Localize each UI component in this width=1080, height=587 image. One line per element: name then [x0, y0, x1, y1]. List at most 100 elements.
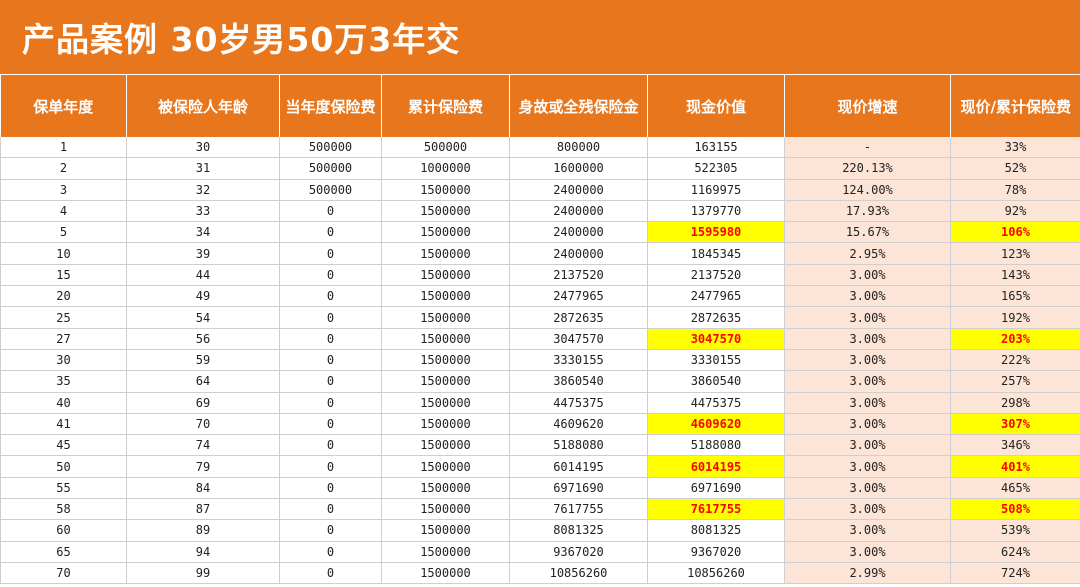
death-benefit-cell: 3330155 — [509, 349, 648, 372]
growth-cell: 220.13% — [784, 157, 951, 180]
ratio-cell: 298% — [950, 392, 1080, 414]
cash-value-cell: 10856260 — [647, 562, 785, 585]
insured-age-cell: 94 — [126, 541, 280, 563]
ratio-cell: 222% — [950, 349, 1080, 372]
table-row: 60 89 0 1500000 8081325 8081325 3.00% 539% — [0, 519, 1080, 542]
policy-year-cell: 3 — [0, 179, 127, 201]
growth-cell: 3.00% — [784, 413, 951, 436]
header-cash-value-growth: 现价增速 — [784, 74, 951, 137]
cumulative-premium-cell: 1500000 — [381, 349, 510, 372]
growth-cell: 3.00% — [784, 306, 951, 329]
death-benefit-cell: 3047570 — [509, 328, 648, 350]
ratio-cell: 192% — [950, 306, 1080, 329]
death-benefit-cell: 4475375 — [509, 392, 648, 414]
growth-cell: 15.67% — [784, 221, 951, 244]
growth-cell: 3.00% — [784, 455, 951, 478]
cash-value-cell: 8081325 — [647, 519, 785, 542]
death-benefit-cell: 2477965 — [509, 285, 648, 308]
table-body: 1 30 500000 500000 800000 163155-33% 2 31 500000… — [0, 137, 1080, 585]
growth-cell: - — [784, 137, 951, 159]
cumulative-premium-cell: 1500000 — [381, 328, 510, 350]
insured-age-cell: 99 — [126, 562, 280, 585]
annual-premium-cell: 0 — [279, 242, 382, 265]
table-row: 10 39 0 1500000 2400000 1845345 2.95% 123% — [0, 242, 1080, 265]
table-row: 45 74 0 1500000 5188080 5188080 3.00% 346% — [0, 434, 1080, 457]
cash-value-cell: 1845345 — [647, 242, 785, 265]
table-row: 25 54 0 1500000 2872635 2872635 3.00% 192% — [0, 306, 1080, 329]
policy-year-cell: 41 — [0, 413, 127, 436]
policy-year-cell: 35 — [0, 370, 127, 393]
death-benefit-cell: 2400000 — [509, 221, 648, 244]
policy-year-cell: 30 — [0, 349, 127, 372]
table-row: 40 69 0 1500000 4475375 4475375 3.00% 298% — [0, 392, 1080, 414]
cumulative-premium-cell: 1500000 — [381, 519, 510, 542]
death-benefit-cell: 2400000 — [509, 179, 648, 201]
death-benefit-cell: 2872635 — [509, 306, 648, 329]
death-benefit-cell: 2137520 — [509, 264, 648, 287]
policy-year-cell: 40 — [0, 392, 127, 414]
insured-age-cell: 69 — [126, 392, 280, 414]
page-title: 产品案例 30岁男50万3年交 — [22, 20, 461, 59]
cumulative-premium-cell: 1500000 — [381, 477, 510, 500]
cash-value-cell: 1169975 — [647, 179, 785, 201]
ratio-cell: 78% — [950, 179, 1080, 201]
cumulative-premium-cell: 1000000 — [381, 157, 510, 180]
insured-age-cell: 30 — [126, 137, 280, 159]
insured-age-cell: 79 — [126, 455, 280, 478]
ratio-cell: 106% — [950, 221, 1080, 244]
table-header: 保单年度 被保险人年龄 当年度保险费 累计保险费 身故或全残保险金 现金价值 现… — [0, 74, 1080, 137]
header-cumulative-premium: 累计保险费 — [381, 74, 510, 137]
annual-premium-cell: 0 — [279, 498, 382, 521]
death-benefit-cell: 10856260 — [509, 562, 648, 585]
table-row: 4 33 0 1500000 2400000 1379770 17.93% 92% — [0, 200, 1080, 223]
cumulative-premium-cell: 1500000 — [381, 434, 510, 457]
ratio-cell: 346% — [950, 434, 1080, 457]
death-benefit-cell: 1600000 — [509, 157, 648, 180]
growth-cell: 3.00% — [784, 498, 951, 521]
insured-age-cell: 89 — [126, 519, 280, 542]
death-benefit-cell: 4609620 — [509, 413, 648, 436]
insured-age-cell: 44 — [126, 264, 280, 287]
table-row: 55 84 0 1500000 6971690 6971690 3.00% 465% — [0, 477, 1080, 500]
cash-value-cell: 1379770 — [647, 200, 785, 223]
table-row: 20 49 0 1500000 2477965 2477965 3.00% 165% — [0, 285, 1080, 308]
table-row: 15 44 0 1500000 2137520 2137520 3.00% 143% — [0, 264, 1080, 287]
cumulative-premium-cell: 1500000 — [381, 179, 510, 201]
cumulative-premium-cell: 1500000 — [381, 413, 510, 436]
death-benefit-cell: 6014195 — [509, 455, 648, 478]
annual-premium-cell: 0 — [279, 519, 382, 542]
header-cash-to-premium-ratio: 现价/累计保险费 — [950, 74, 1080, 137]
annual-premium-cell: 500000 — [279, 179, 382, 201]
growth-cell: 3.00% — [784, 519, 951, 542]
growth-cell: 3.00% — [784, 392, 951, 414]
annual-premium-cell: 500000 — [279, 157, 382, 180]
growth-cell: 3.00% — [784, 477, 951, 500]
policy-year-cell: 2 — [0, 157, 127, 180]
cash-value-cell: 4475375 — [647, 392, 785, 414]
cash-value-cell: 3860540 — [647, 370, 785, 393]
table-row: 65 94 0 1500000 9367020 9367020 3.00% 624% — [0, 541, 1080, 563]
death-benefit-cell: 3860540 — [509, 370, 648, 393]
policy-year-cell: 25 — [0, 306, 127, 329]
policy-year-cell: 4 — [0, 200, 127, 223]
ratio-cell: 539% — [950, 519, 1080, 542]
ratio-cell: 33% — [950, 137, 1080, 159]
cash-value-cell: 4609620 — [647, 413, 785, 436]
annual-premium-cell: 0 — [279, 221, 382, 244]
growth-cell: 3.00% — [784, 328, 951, 350]
policy-year-cell: 10 — [0, 242, 127, 265]
annual-premium-cell: 0 — [279, 541, 382, 563]
table-row: 1 30 500000 500000 800000 163155-33% — [0, 137, 1080, 159]
growth-cell: 3.00% — [784, 434, 951, 457]
ratio-cell: 165% — [950, 285, 1080, 308]
policy-year-cell: 45 — [0, 434, 127, 457]
policy-year-cell: 60 — [0, 519, 127, 542]
table-row: 30 59 0 1500000 3330155 3330155 3.00% 222% — [0, 349, 1080, 372]
policy-year-cell: 15 — [0, 264, 127, 287]
cumulative-premium-cell: 1500000 — [381, 392, 510, 414]
growth-cell: 3.00% — [784, 285, 951, 308]
cumulative-premium-cell: 1500000 — [381, 370, 510, 393]
table-row: 35 64 0 1500000 3860540 3860540 3.00% 257% — [0, 370, 1080, 393]
header-policy-year: 保单年度 — [0, 74, 127, 137]
table-row: 27 56 0 1500000 3047570 3047570 3.00% 203% — [0, 328, 1080, 350]
